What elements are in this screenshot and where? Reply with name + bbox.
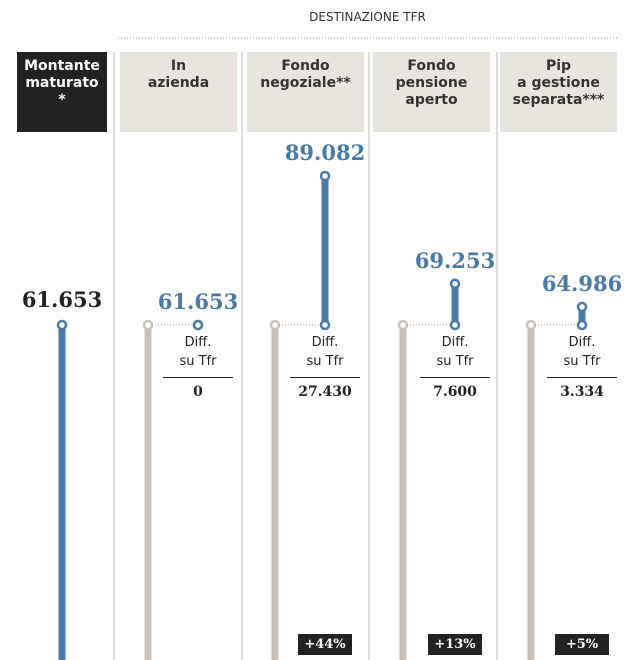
marker [576,319,588,331]
base-bar [399,325,407,660]
marker [576,301,588,313]
column-header: Fondo pensione aperto [373,52,490,132]
diff-value: 3.334 [547,377,617,400]
diff-caption: Diff. su Tfr [179,335,217,370]
column-header: Pip a gestione separata*** [500,52,617,132]
value-label: 64.986 [541,270,623,296]
column-header: Montante maturato * [17,52,107,132]
value-label: 61.653 [157,289,239,315]
base-bar [144,325,152,660]
column-header: Fondo negoziale** [247,52,364,132]
marker [56,319,68,331]
diff-value: 27.430 [290,377,360,400]
gain-badge: +13% [428,634,482,655]
marker [319,319,331,331]
marker [449,278,461,289]
chart-title: DESTINAZIONE TFR [309,10,426,24]
marker [142,319,154,331]
value-label: 69.253 [414,247,496,273]
marker [192,319,204,331]
diff-caption: Diff. su Tfr [436,335,474,370]
column-header: In azienda [120,52,237,132]
bar [451,283,459,326]
gain-badge: +44% [298,634,352,655]
marker [319,170,331,182]
diff-caption: Diff. su Tfr [563,335,601,370]
diff-value: 7.600 [420,377,490,400]
bar [578,306,586,326]
marker [397,319,409,331]
bar [58,325,66,660]
value-label: 61.653 [21,287,103,313]
base-bar [527,325,535,660]
bar [321,175,329,326]
gain-badge: +5% [555,634,609,655]
marker [525,319,537,331]
marker [449,319,461,331]
diff-caption: Diff. su Tfr [306,335,344,370]
marker [269,319,281,331]
diff-value: 0 [163,377,233,400]
value-label: 89.082 [284,139,366,165]
base-bar [271,325,279,660]
